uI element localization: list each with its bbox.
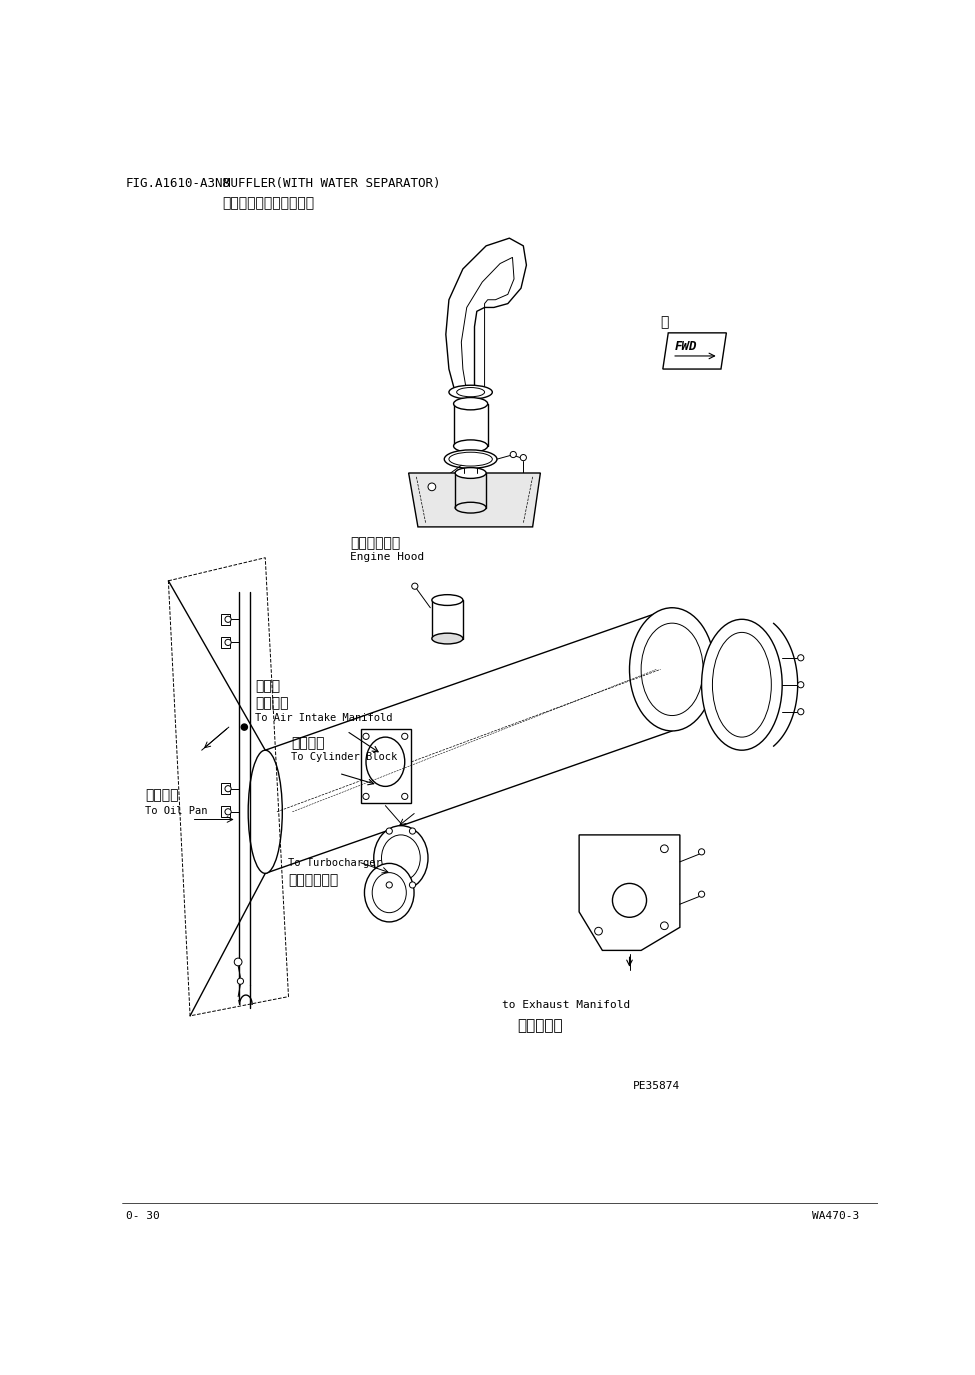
Bar — [221, 613, 230, 624]
Text: FIG.A1610-A3N8: FIG.A1610-A3N8 — [126, 176, 231, 190]
Circle shape — [363, 793, 370, 799]
Ellipse shape — [365, 864, 414, 921]
Bar — [221, 637, 230, 648]
Text: MUFFLER(WITH WATER SEPARATOR): MUFFLER(WITH WATER SEPARATOR) — [222, 176, 440, 190]
Text: FWD: FWD — [675, 340, 697, 353]
Polygon shape — [579, 835, 680, 950]
Circle shape — [402, 793, 408, 799]
Text: 进气岐管: 进气岐管 — [255, 696, 289, 711]
Circle shape — [225, 785, 231, 792]
Ellipse shape — [448, 385, 492, 399]
Ellipse shape — [453, 397, 488, 410]
Text: 至涑轮增压器: 至涑轮增压器 — [289, 873, 338, 887]
Text: To Turbocharger: To Turbocharger — [289, 858, 382, 868]
Text: 前: 前 — [660, 315, 669, 329]
Bar — [221, 806, 230, 817]
Circle shape — [386, 828, 392, 835]
Ellipse shape — [453, 440, 488, 452]
Circle shape — [698, 848, 705, 855]
Ellipse shape — [445, 450, 497, 469]
Text: WA470-3: WA470-3 — [811, 1210, 859, 1221]
Ellipse shape — [630, 608, 715, 732]
Ellipse shape — [373, 825, 428, 891]
Bar — [221, 784, 230, 795]
Circle shape — [411, 583, 418, 590]
Circle shape — [521, 455, 526, 461]
Polygon shape — [663, 333, 726, 368]
Text: 发动机排烟罩: 发动机排烟罩 — [350, 536, 401, 550]
Ellipse shape — [455, 468, 487, 478]
Circle shape — [237, 978, 244, 984]
Text: To Oil Pan: To Oil Pan — [145, 806, 208, 815]
Text: 消音器（带有水分离器）: 消音器（带有水分离器） — [222, 195, 315, 210]
Circle shape — [410, 828, 415, 835]
Circle shape — [386, 881, 392, 888]
Text: Engine Hood: Engine Hood — [350, 551, 425, 561]
Text: 至油底壳: 至油底壳 — [145, 789, 178, 803]
Text: 至排气岐管: 至排气岐管 — [517, 1018, 563, 1033]
Circle shape — [225, 808, 231, 815]
Circle shape — [363, 733, 370, 740]
Text: 至气缸体: 至气缸体 — [291, 737, 325, 751]
Text: To Air Intake Manifold: To Air Intake Manifold — [255, 714, 393, 723]
Circle shape — [798, 708, 803, 715]
Circle shape — [510, 451, 517, 458]
Text: to Exhaust Manifold: to Exhaust Manifold — [501, 1001, 630, 1011]
Text: 0- 30: 0- 30 — [126, 1210, 160, 1221]
Circle shape — [798, 682, 803, 688]
Circle shape — [402, 733, 408, 740]
Text: 至空气: 至空气 — [255, 679, 280, 693]
Circle shape — [241, 725, 248, 730]
Ellipse shape — [432, 594, 463, 605]
Polygon shape — [409, 473, 540, 527]
Text: PE35874: PE35874 — [634, 1081, 681, 1092]
Circle shape — [234, 958, 242, 965]
Circle shape — [798, 654, 803, 661]
Text: To Cylinder Block: To Cylinder Block — [291, 752, 397, 762]
Circle shape — [225, 616, 231, 623]
Circle shape — [698, 891, 705, 898]
Circle shape — [428, 483, 436, 491]
Ellipse shape — [249, 751, 283, 873]
Ellipse shape — [702, 619, 782, 751]
Circle shape — [225, 639, 231, 645]
Bar — [361, 729, 410, 803]
Circle shape — [410, 881, 415, 888]
Ellipse shape — [432, 632, 463, 644]
